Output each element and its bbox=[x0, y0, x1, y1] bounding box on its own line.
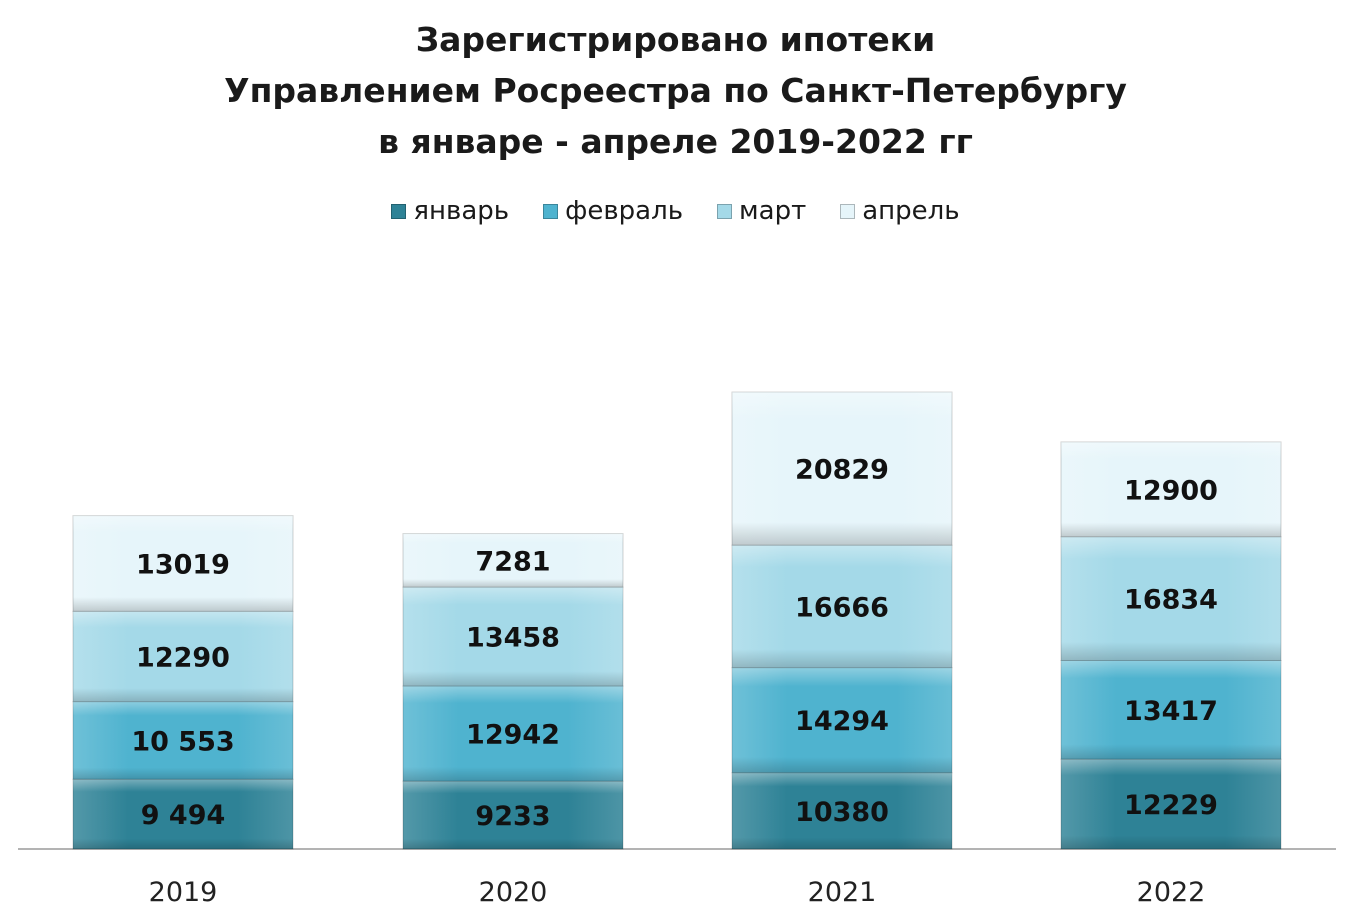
bar-2022: 12229 13417 16834 12900 bbox=[1060, 441, 1282, 850]
data-label-2019-january: 9 494 bbox=[141, 800, 226, 831]
data-label-2022-february: 13417 bbox=[1124, 696, 1218, 727]
data-label-2020-march: 13458 bbox=[466, 623, 560, 654]
bar-segment-shading bbox=[403, 686, 623, 782]
bar-segment-shading bbox=[732, 772, 952, 849]
bar-segment-shading bbox=[403, 781, 623, 849]
x-tick-label-2022: 2022 bbox=[1137, 877, 1206, 908]
legend-swatch-february bbox=[543, 203, 559, 219]
bar-segment-shading bbox=[403, 587, 623, 687]
bar-segment-shading bbox=[73, 515, 293, 612]
data-label-2022-april: 12900 bbox=[1124, 475, 1218, 506]
bar-segment-shading bbox=[73, 779, 293, 849]
bar-segment-shading bbox=[403, 533, 623, 588]
chart-title: Зарегистрировано ипотеки Управлением Рос… bbox=[0, 14, 1351, 167]
bar-segment-shading bbox=[732, 545, 952, 668]
bar-segment-shading bbox=[73, 611, 293, 702]
data-label-2020-february: 12942 bbox=[466, 720, 560, 751]
data-label-2019-february: 10 553 bbox=[131, 726, 234, 757]
legend-label-february: февраль bbox=[565, 196, 684, 226]
legend-item-february: февраль bbox=[543, 196, 683, 226]
legend-label-april: апрель bbox=[862, 196, 960, 226]
title-line-2: Управлением Росреестра по Санкт-Петербур… bbox=[224, 71, 1127, 110]
data-label-2021-march: 16666 bbox=[795, 592, 889, 623]
bar-2020: 9233 12942 13458 7281 bbox=[402, 533, 624, 850]
data-label-2019-april: 13019 bbox=[136, 549, 230, 580]
bar-segment-shading bbox=[1061, 759, 1281, 849]
title-line-1: Зарегистрировано ипотеки bbox=[415, 20, 936, 59]
legend-swatch-january bbox=[391, 203, 407, 219]
x-tick-label-2019: 2019 bbox=[149, 877, 218, 908]
bar-segment-shading bbox=[1061, 536, 1281, 661]
legend: январь февраль март апрель bbox=[0, 196, 1351, 226]
bar-2021: 10380 14294 16666 20829 bbox=[731, 391, 953, 850]
data-label-2019-march: 12290 bbox=[136, 642, 230, 673]
x-tick-label-2020: 2020 bbox=[479, 877, 548, 908]
data-label-2021-february: 14294 bbox=[795, 706, 889, 737]
legend-swatch-march bbox=[717, 203, 733, 219]
legend-item-april: апрель bbox=[840, 196, 960, 226]
legend-item-january: январь bbox=[391, 196, 509, 226]
data-label-2020-january: 9233 bbox=[475, 801, 550, 832]
legend-swatch-april bbox=[840, 203, 856, 219]
legend-label-january: январь bbox=[413, 196, 510, 226]
legend-label-march: март bbox=[739, 196, 807, 226]
bar-segment-shading bbox=[1061, 441, 1281, 537]
bar-segment-shading bbox=[732, 392, 952, 546]
legend-item-march: март bbox=[717, 196, 806, 226]
data-label-2022-january: 12229 bbox=[1124, 790, 1218, 821]
bar-segment-shading bbox=[732, 667, 952, 773]
data-label-2022-march: 16834 bbox=[1124, 585, 1218, 616]
title-line-3: в январе - апреле 2019-2022 гг bbox=[378, 122, 973, 161]
data-label-2021-january: 10380 bbox=[795, 797, 889, 828]
x-tick-label-2021: 2021 bbox=[808, 877, 877, 908]
bar-2019: 9 494 10 553 12290 13019 bbox=[72, 515, 294, 850]
bar-segment-shading bbox=[1061, 660, 1281, 760]
data-label-2021-april: 20829 bbox=[795, 455, 889, 486]
bar-segment-shading bbox=[73, 701, 293, 780]
data-label-2020-april: 7281 bbox=[475, 546, 550, 577]
